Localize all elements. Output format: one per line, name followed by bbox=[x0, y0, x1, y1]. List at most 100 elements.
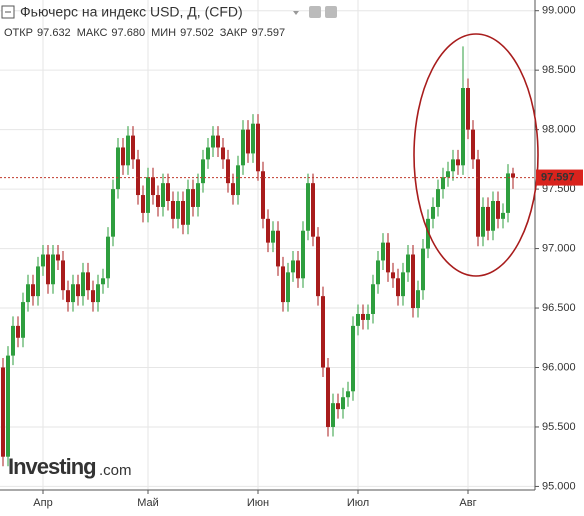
candle-body bbox=[311, 183, 315, 237]
dropdown-arrow[interactable] bbox=[293, 11, 299, 15]
stat-label: ОТКР bbox=[4, 27, 33, 39]
x-tick-label: Май bbox=[137, 497, 159, 509]
stat-value: 97.680 bbox=[111, 27, 145, 39]
candle-body bbox=[41, 254, 45, 267]
candle-body bbox=[381, 242, 385, 261]
candle-body bbox=[201, 159, 205, 184]
candle-body bbox=[391, 272, 395, 279]
logo-suffix: .com bbox=[99, 462, 132, 479]
candle-body bbox=[411, 254, 415, 309]
candle-body bbox=[371, 284, 375, 314]
candle-body bbox=[466, 88, 470, 130]
candle-body bbox=[336, 403, 340, 410]
candle-body bbox=[286, 272, 290, 303]
candle-body bbox=[1, 367, 5, 457]
stat-value: 97.502 bbox=[180, 27, 214, 39]
candle-body bbox=[116, 147, 120, 190]
candle-body bbox=[21, 302, 25, 338]
candle-body bbox=[296, 260, 300, 279]
candle-body bbox=[386, 242, 390, 273]
candle-body bbox=[131, 135, 135, 160]
candle-body bbox=[421, 248, 425, 291]
y-tick-label: 95.000 bbox=[542, 480, 576, 492]
candle-body bbox=[366, 313, 370, 320]
candle-body bbox=[261, 171, 265, 219]
candle-body bbox=[196, 183, 200, 207]
candle-body bbox=[281, 266, 285, 303]
candle-body bbox=[431, 206, 435, 219]
candle-body bbox=[26, 284, 30, 303]
candle-body bbox=[506, 173, 510, 213]
candle-body bbox=[76, 284, 80, 297]
candle-body bbox=[256, 123, 260, 172]
candle-body bbox=[306, 183, 310, 231]
candle-body bbox=[241, 129, 245, 166]
candle-body bbox=[226, 159, 230, 184]
candle-body bbox=[96, 284, 100, 303]
stat-value: 97.632 bbox=[37, 27, 71, 39]
candle-body bbox=[161, 183, 165, 207]
y-tick-label: 99.000 bbox=[542, 5, 576, 17]
x-tick-label: Июн bbox=[247, 497, 269, 509]
candle-body bbox=[401, 272, 405, 297]
logo-brand: Investing bbox=[8, 454, 96, 479]
candle-body bbox=[321, 296, 325, 368]
candle-body bbox=[36, 266, 40, 297]
candle-body bbox=[406, 254, 410, 273]
candle-body bbox=[181, 200, 185, 225]
candle-body bbox=[86, 272, 90, 291]
candle-body bbox=[141, 195, 145, 213]
candle-body bbox=[111, 189, 115, 237]
candle-body bbox=[301, 230, 305, 279]
candle-body bbox=[351, 325, 355, 392]
candle-body bbox=[426, 218, 430, 249]
candle-body bbox=[176, 200, 180, 219]
candle-body bbox=[491, 200, 495, 231]
highlight-ellipse bbox=[413, 33, 539, 277]
candle-body bbox=[346, 391, 350, 398]
candle-body bbox=[91, 290, 95, 303]
stats-row: ОТКР 97.632 МАКС 97.680 МИН 97.502 ЗАКР 97.597 bbox=[4, 27, 285, 39]
last-price-label: 97.597 bbox=[541, 171, 575, 183]
candle-body bbox=[481, 206, 485, 237]
candle-body bbox=[376, 260, 380, 285]
candle-body bbox=[501, 212, 505, 219]
candle-body bbox=[446, 171, 450, 178]
candle-body bbox=[56, 254, 60, 261]
y-tick-label: 96.500 bbox=[542, 302, 576, 314]
candle-body bbox=[231, 183, 235, 196]
candle-body bbox=[216, 135, 220, 148]
y-tick-label: 97.000 bbox=[542, 242, 576, 254]
candle-body bbox=[11, 325, 15, 356]
candle-body bbox=[291, 260, 295, 273]
candle-body bbox=[356, 313, 360, 326]
candle-body bbox=[316, 236, 320, 297]
candle-body bbox=[16, 325, 20, 338]
candle-body bbox=[146, 177, 150, 213]
x-tick-label: Апр bbox=[33, 497, 52, 509]
candle-body bbox=[31, 284, 35, 297]
candle-body bbox=[276, 230, 280, 267]
candle-body bbox=[461, 88, 465, 166]
last-price-box bbox=[536, 169, 583, 186]
eye-icon[interactable] bbox=[309, 6, 321, 18]
y-tick-label: 98.000 bbox=[542, 124, 576, 136]
stat-label: МИН bbox=[151, 27, 176, 39]
candle-body bbox=[171, 200, 175, 219]
y-tick-label: 97.500 bbox=[542, 183, 576, 195]
candle-body bbox=[396, 278, 400, 297]
candle-body bbox=[451, 159, 455, 172]
candle-body bbox=[326, 367, 330, 427]
candles bbox=[0, 46, 535, 467]
y-tick-label: 98.500 bbox=[542, 64, 576, 76]
settings-icon[interactable] bbox=[325, 6, 337, 18]
candle-body bbox=[236, 165, 240, 196]
candle-body bbox=[71, 284, 75, 303]
candle-body bbox=[331, 403, 335, 427]
candle-body bbox=[46, 254, 50, 285]
candle-body bbox=[106, 236, 110, 279]
candle-body bbox=[126, 135, 130, 166]
